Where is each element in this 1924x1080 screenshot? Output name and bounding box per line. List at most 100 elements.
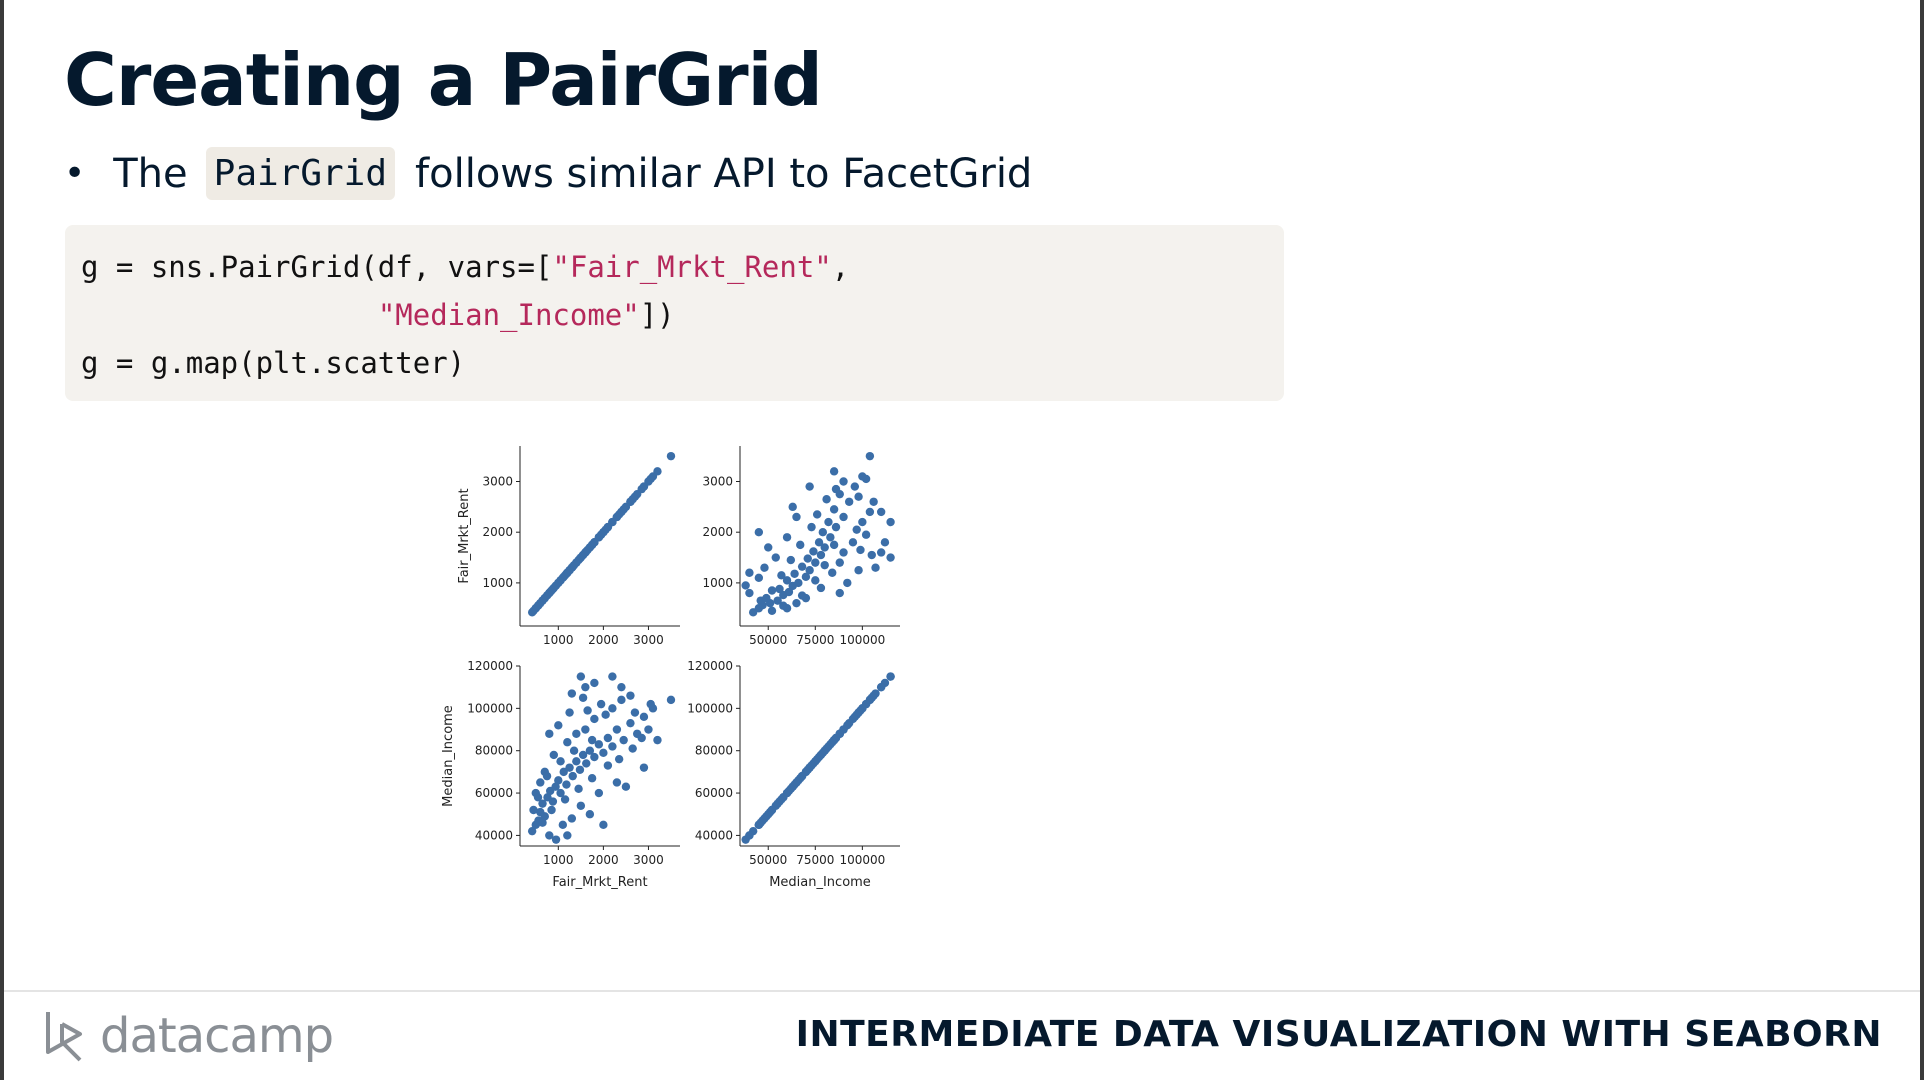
scatter-point — [807, 761, 816, 770]
scatter-point — [559, 767, 568, 777]
scatter-point — [567, 689, 577, 698]
scatter-point — [563, 831, 572, 840]
scatter-point — [576, 672, 586, 681]
scatter-point — [826, 533, 835, 542]
scatter-point — [608, 742, 617, 751]
scatter-point — [639, 712, 649, 722]
scatter-point — [594, 788, 604, 798]
scatter-point — [549, 750, 559, 760]
scatter-point — [617, 682, 626, 692]
scatter-point — [545, 729, 554, 738]
scatter-point — [848, 538, 858, 547]
scatter-point — [565, 763, 574, 772]
scatter-point — [581, 682, 590, 692]
scatter-point — [779, 601, 788, 610]
scatter-point — [831, 522, 841, 532]
scatter-point — [551, 835, 561, 844]
pairgrid-chart: 1000 2000 3000 1000 2000 3000 1000 2000 3000 5000… — [430, 440, 920, 904]
scatter-point — [599, 748, 608, 758]
scatter-point — [886, 672, 895, 681]
scatter-point — [578, 750, 588, 760]
scatter-point — [637, 484, 646, 494]
y-tick-label: 80000 — [475, 744, 513, 758]
scatter-point — [839, 512, 848, 522]
scatter-point — [807, 522, 816, 532]
y-tick-label: 2000 — [482, 525, 513, 539]
x-tick-label: 75000 — [796, 853, 834, 867]
scatter-point — [865, 507, 875, 517]
scatter-point — [861, 699, 871, 709]
code-string: "Median_Income" — [377, 298, 640, 332]
x-tick-label: 1000 — [543, 853, 574, 867]
scatter-point — [626, 691, 635, 700]
scatter-point — [556, 788, 565, 798]
scatter-point — [852, 525, 861, 534]
scatter-point — [578, 693, 588, 702]
scatter-point — [801, 572, 811, 582]
scatter-point — [876, 682, 886, 692]
x-tick-label: 100000 — [839, 853, 885, 867]
scatter-point — [590, 714, 599, 724]
row1-y-label: Median_Income — [441, 705, 456, 807]
course-title: INTERMEDIATE DATA VISUALIZATION WITH SEA… — [795, 1014, 1882, 1055]
scatter-point — [782, 533, 792, 542]
scatter-point — [646, 699, 655, 709]
scatter-point — [560, 795, 570, 804]
scatter-point — [565, 566, 574, 575]
scatter-point — [867, 693, 876, 702]
scatter-point — [843, 578, 852, 588]
scatter-point — [581, 548, 590, 557]
scatter-point — [805, 482, 814, 491]
scatter-point — [596, 530, 606, 539]
scatter-point — [822, 744, 831, 753]
scatter-point — [839, 477, 848, 486]
scatter-point — [880, 538, 890, 547]
scatter-point — [777, 795, 786, 804]
scatter-point — [829, 467, 839, 476]
x-tick-label: 50000 — [749, 633, 787, 647]
scatter-point — [792, 512, 801, 522]
code-token: , — [831, 250, 850, 284]
scatter-point — [587, 735, 597, 745]
scatter-point — [790, 569, 799, 578]
scatter-point — [558, 820, 568, 830]
scatter-point — [869, 497, 878, 506]
scatter-point — [529, 805, 538, 815]
code-token — [81, 298, 378, 332]
scatter-point — [568, 771, 577, 781]
scatter-point — [886, 517, 895, 527]
y-tick-label: 60000 — [695, 786, 733, 800]
bullet-dot-icon: • — [64, 153, 86, 194]
scatter-point — [835, 729, 844, 738]
code-block: g = sns.PairGrid(df, vars=["Fair_Mrkt_Re… — [65, 225, 1284, 401]
scatter-point — [639, 763, 649, 772]
scatter-point — [572, 757, 581, 766]
scatter-point — [554, 578, 563, 588]
row0-y-label: Fair_Mrkt_Rent — [457, 488, 472, 583]
x-tick-label: 100000 — [839, 633, 885, 647]
scatter-point — [796, 540, 805, 550]
y-tick-label: 80000 — [695, 744, 733, 758]
code-line-1: g = sns.PairGrid(df, vars=["Fair_Mrkt_Re… — [81, 243, 1284, 291]
scatter-point — [542, 771, 552, 781]
scatter-point — [784, 587, 794, 597]
scatter-point — [839, 548, 848, 557]
scatter-point — [867, 550, 876, 560]
scatter-point — [861, 474, 871, 484]
x-tick-label: 3000 — [633, 633, 664, 647]
scatter-point — [850, 482, 860, 491]
scatter-point — [554, 721, 563, 730]
scatter-point — [796, 774, 805, 783]
col1-x-label: Median_Income — [769, 875, 871, 890]
scatter-point — [617, 507, 626, 517]
scatter-point — [554, 776, 563, 785]
scatter-point — [538, 818, 547, 827]
scatter-point — [599, 820, 608, 830]
scatter-point — [538, 799, 547, 808]
scatter-point — [756, 818, 765, 827]
scatter-point — [858, 517, 867, 527]
scatter-point — [574, 784, 583, 794]
scatter-point — [587, 774, 597, 783]
scatter-point — [812, 754, 822, 764]
scatter-point — [619, 735, 628, 745]
